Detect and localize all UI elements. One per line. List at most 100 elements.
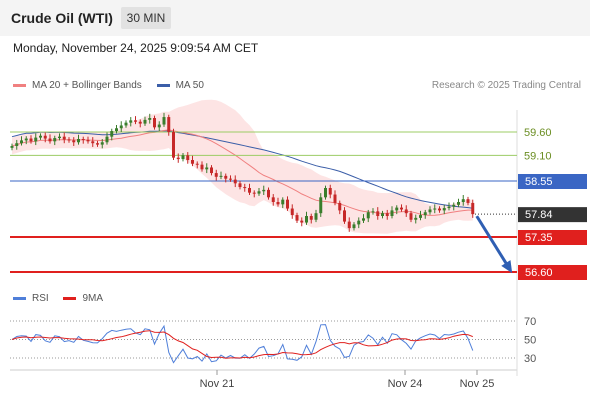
bollinger-band [12, 99, 473, 234]
header-bar: Crude Oil (WTI) 30 MIN [0, 0, 590, 36]
candle-body [376, 211, 380, 216]
candle-body [314, 213, 318, 220]
candle-body [281, 199, 285, 205]
candle-body [100, 142, 104, 145]
instrument-title: Crude Oil (WTI) [11, 10, 113, 26]
candle-body [447, 206, 451, 209]
candle-body [205, 167, 209, 170]
candle-body [400, 207, 403, 210]
candle-body [233, 179, 237, 184]
candle-body [390, 210, 394, 216]
x-tick-label: Nov 25 [460, 378, 495, 390]
candle-body [10, 146, 14, 148]
candle-body [124, 122, 128, 126]
rsi-swatch [13, 296, 26, 300]
candle-body [29, 138, 33, 142]
candle-body [457, 202, 460, 205]
candle-body [452, 204, 456, 207]
candle-body [105, 136, 109, 143]
rsi-line [11, 324, 474, 364]
candle-body [129, 120, 133, 123]
level-label-57-35: 57.35 [525, 232, 553, 244]
level-label-59-60: 59.60 [524, 127, 552, 139]
ma50-line [11, 130, 473, 209]
level-label-57-84: 57.84 [525, 209, 553, 221]
candle-body [81, 139, 85, 140]
candle-body [48, 138, 52, 142]
level-label-58-55: 58.55 [525, 176, 553, 188]
candle-body [224, 175, 228, 179]
candle-body [72, 140, 76, 143]
candle-body [238, 183, 242, 188]
candle-body [20, 140, 23, 144]
candle-body [172, 132, 175, 158]
legend-ma20: MA 20 + Bollinger Bands [13, 80, 142, 91]
candle-body [471, 202, 475, 215]
level-label-56-60: 56.60 [525, 267, 553, 279]
candle-body [200, 164, 204, 170]
level-tag-57-84 [518, 207, 587, 223]
timeframe-button[interactable]: 30 MIN [121, 7, 171, 29]
candle-body [252, 192, 256, 194]
rsi-legend: RSI 9MA [13, 293, 115, 304]
candle-body [153, 118, 156, 128]
level-tag-56-60 [518, 265, 587, 280]
legend-rsi: RSI [13, 293, 49, 304]
candle-body [381, 213, 384, 216]
candle-body [181, 155, 185, 160]
ma20-swatch [13, 83, 26, 87]
candle-body [362, 218, 365, 221]
candle-body [257, 191, 261, 194]
candle-body [438, 208, 441, 211]
candle-body [338, 202, 342, 211]
candle-body [195, 163, 199, 165]
candle-body [357, 220, 361, 225]
legend-rsi-label: RSI [32, 293, 49, 304]
candle-body [395, 207, 399, 211]
candle-body [119, 125, 123, 129]
candle-body [428, 209, 432, 213]
level-label-59-10: 59.10 [524, 150, 552, 162]
forecast-arrow-shaft [475, 215, 511, 269]
candle-body [24, 138, 28, 141]
candle-body [162, 117, 166, 125]
candle-body [214, 173, 218, 177]
candle-body [333, 194, 337, 203]
candle-body [271, 197, 275, 202]
price-legend: MA 20 + Bollinger Bands MA 50 [13, 80, 216, 91]
legend-9ma: 9MA [63, 293, 103, 304]
legend-9ma-label: 9MA [82, 293, 104, 304]
candle-body [77, 139, 80, 143]
rsi-level-label: 50 [524, 335, 536, 347]
candle-body [91, 141, 95, 144]
candle-body [419, 215, 422, 218]
rsi-level-label: 30 [524, 353, 536, 365]
candle-body [309, 216, 313, 220]
candle-body [352, 224, 356, 229]
candle-body [267, 189, 270, 198]
candle-body [138, 121, 142, 124]
candle-body [423, 212, 427, 216]
forecast-arrow-head [501, 260, 513, 274]
candle-body [191, 160, 194, 164]
candle-body [466, 199, 470, 203]
candle-body [414, 217, 418, 220]
candle-body [328, 188, 332, 195]
candle-body [385, 213, 389, 216]
candle-body [433, 208, 437, 210]
candle-body [243, 187, 247, 189]
candle-body [319, 197, 323, 214]
candle-body [62, 136, 66, 140]
candle-body [371, 211, 375, 213]
candle-body [110, 131, 114, 137]
candle-body [58, 136, 61, 139]
candle-body [295, 215, 299, 221]
candle-body [442, 208, 446, 211]
candle-body [15, 143, 19, 146]
ma50-swatch [156, 83, 170, 87]
legend-ma50-label: MA 50 [175, 80, 204, 91]
credit-text: Research © 2025 Trading Central [431, 80, 581, 91]
candle-body [67, 139, 71, 141]
level-tag-58-55 [518, 174, 587, 189]
candle-body [409, 213, 413, 220]
